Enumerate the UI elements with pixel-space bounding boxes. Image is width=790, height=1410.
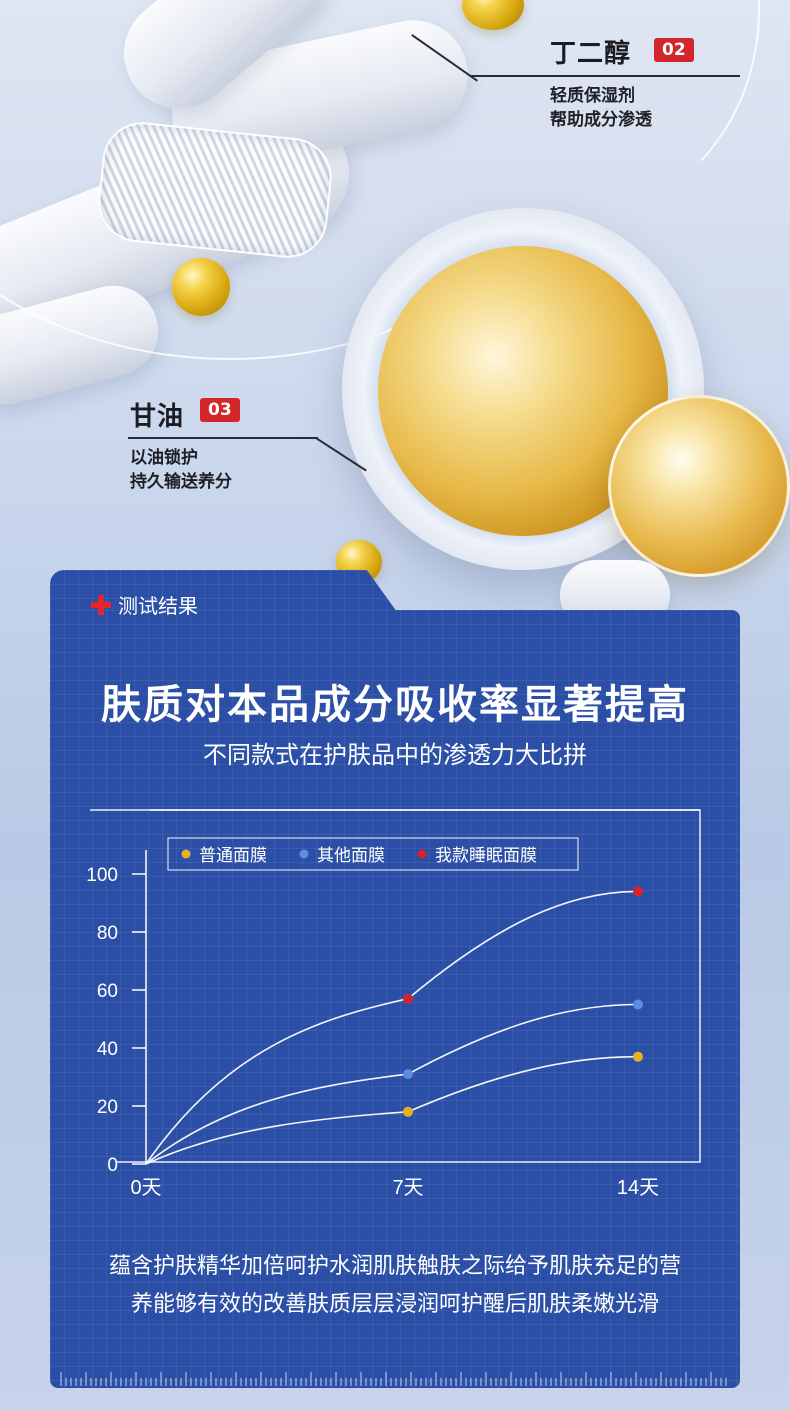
y-tick-label: 80 xyxy=(97,923,118,944)
y-tick-label: 40 xyxy=(97,1039,118,1060)
small-orb xyxy=(608,395,790,577)
y-tick-label: 100 xyxy=(86,865,118,886)
series-line xyxy=(145,1003,639,1165)
callout-desc-02: 轻质保湿剂 帮助成分渗透 xyxy=(550,84,652,132)
callout-line-02 xyxy=(470,75,740,77)
section-tab-label: 测试结果 xyxy=(118,594,198,618)
callout-badge-03: 03 xyxy=(200,398,240,422)
hero-illustration xyxy=(0,0,790,640)
x-tick-label: 0天 xyxy=(130,1177,161,1199)
result-card xyxy=(50,610,740,1388)
legend-label: 我款睡眠面膜 xyxy=(435,846,537,865)
data-point xyxy=(403,1069,413,1080)
data-point xyxy=(633,999,643,1010)
description-line: 养能够有效的改善肤质层层浸润呵护醒后肌肤柔嫩光滑 xyxy=(130,1292,659,1317)
data-point xyxy=(633,1051,643,1062)
legend-marker xyxy=(299,849,309,859)
page-subtitle: 不同款式在护肤品中的渗透力大比拼 xyxy=(203,741,587,769)
legend-label: 其他面膜 xyxy=(317,846,385,865)
legend-label: 普通面膜 xyxy=(199,846,267,865)
y-tick-label: 0 xyxy=(107,1155,118,1176)
description-text: 蕴含护肤精华加倍呵护水润肌肤触肤之际给予肌肤充足的营 养能够有效的改善肤质层层浸… xyxy=(0,1248,790,1324)
plus-cross-icon xyxy=(90,594,112,616)
legend-marker xyxy=(417,849,427,859)
oil-drop xyxy=(172,258,230,316)
ruler-decoration xyxy=(60,1372,727,1386)
callout-title-butylene-glycol: 丁二醇 xyxy=(550,39,632,69)
callout-title-glycerin: 甘油 xyxy=(130,402,185,432)
callout-desc-line: 帮助成分渗透 xyxy=(550,110,652,130)
legend-box xyxy=(167,837,579,871)
absorption-line-chart: 普通面膜 其他面膜 我款睡眠面膜 0 20 40 60 80 100 0天 7天 14天 xyxy=(86,809,701,1199)
y-tick-label: 60 xyxy=(97,981,118,1002)
callout-desc-line: 轻质保湿剂 xyxy=(550,86,635,106)
callout-badge-02: 02 xyxy=(654,38,694,62)
page-title: 肤质对本品成分吸收率显著提高 xyxy=(101,682,689,728)
series-line xyxy=(145,890,639,1165)
x-tick-label: 14天 xyxy=(617,1177,659,1199)
y-tick-label: 20 xyxy=(97,1097,118,1118)
description-line: 蕴含护肤精华加倍呵护水润肌肤触肤之际给予肌肤充足的营 xyxy=(108,1254,681,1279)
legend-marker xyxy=(181,849,191,859)
callout-line-03 xyxy=(128,437,318,439)
data-point xyxy=(403,993,413,1004)
x-tick-label: 7天 xyxy=(392,1177,423,1199)
data-point xyxy=(403,1106,413,1117)
series-line xyxy=(145,1055,639,1165)
callout-desc-line: 以油锁护 xyxy=(130,448,198,468)
section-tab: 测试结果 xyxy=(90,590,198,619)
callout-desc-03: 以油锁护 持久输送养分 xyxy=(130,446,232,494)
data-point xyxy=(633,886,643,897)
callout-desc-line: 持久输送养分 xyxy=(130,472,232,492)
